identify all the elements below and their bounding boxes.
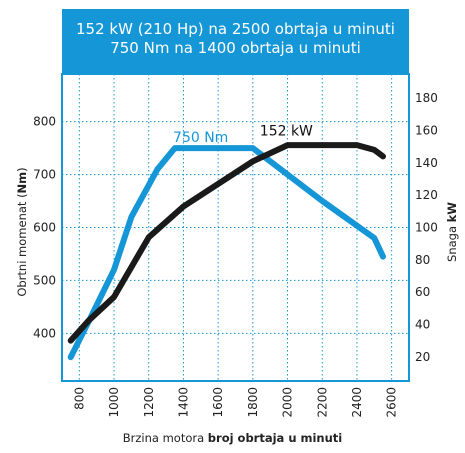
x-axis-title: Brzina motora broj obrtaja u minuti <box>122 431 343 445</box>
x-tick-label: 1000 <box>107 387 121 418</box>
x-tick-label: 800 <box>72 387 86 410</box>
x-tick-label: 2600 <box>385 387 399 418</box>
y-right-tick-label: 20 <box>415 350 430 364</box>
y-right-tick-label: 40 <box>415 317 430 331</box>
x-tick-label: 2000 <box>281 387 295 418</box>
plot-frame <box>61 73 410 382</box>
y-right-tick-label: 100 <box>415 221 438 235</box>
series-line-0 <box>67 145 386 361</box>
y-left-tick-label: 800 <box>33 115 56 129</box>
y-right-tick-label: 160 <box>415 124 438 138</box>
y-right-tick-label: 120 <box>415 188 438 202</box>
chart-title-line-2: 750 Nm na 1400 obrtaja u minuti <box>110 39 361 57</box>
series-label-0: 750 Nm <box>173 130 228 146</box>
x-tick-label: 1200 <box>142 387 156 418</box>
x-tick-label: 1600 <box>211 387 225 418</box>
x-tick-label: 2400 <box>350 387 364 418</box>
series-labels: 750 Nm 152 kW <box>173 123 313 145</box>
chart-title-line-1: 152 kW (210 Hp) na 2500 obrtaja u minuti <box>76 20 395 38</box>
y-left-tick-label: 400 <box>33 326 56 340</box>
y-right-tick-label: 180 <box>415 91 438 105</box>
y-right-tick-label: 60 <box>415 285 430 299</box>
y-left-tick-label: 500 <box>33 273 56 287</box>
y-left-tick-label: 600 <box>33 221 56 235</box>
x-tick-label: 1800 <box>246 387 260 418</box>
y-axis-right-title: Snaga kW <box>445 202 459 262</box>
chart-title: 152 kW (210 Hp) na 2500 obrtaja u minuti… <box>62 9 409 74</box>
series-line-1 <box>67 142 386 344</box>
right-axis-ticks: 20 40 60 80 100 120 140 160 180 <box>415 91 438 364</box>
left-axis-ticks: 400 500 600 700 800 <box>33 115 56 341</box>
series-layer <box>67 142 386 361</box>
x-tick-label: 1400 <box>176 387 190 418</box>
y-axis-left-title: Obrtni momenat (Nm) <box>15 167 29 296</box>
y-right-tick-label: 140 <box>415 156 438 170</box>
series-label-1: 152 kW <box>260 123 313 139</box>
y-left-tick-label: 700 <box>33 168 56 182</box>
x-axis-ticks: 800 1000 1200 1400 1600 1800 2000 2200 2400 2600 <box>72 387 398 418</box>
y-right-tick-label: 80 <box>415 253 430 267</box>
x-tick-label: 2200 <box>315 387 329 418</box>
